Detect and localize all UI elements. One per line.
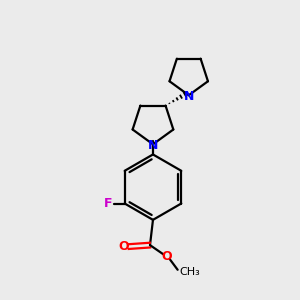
Text: O: O	[161, 250, 172, 263]
Text: O: O	[119, 240, 130, 253]
Text: CH₃: CH₃	[179, 267, 200, 277]
Text: N: N	[184, 90, 194, 103]
Text: N: N	[148, 139, 158, 152]
Text: F: F	[104, 197, 112, 210]
